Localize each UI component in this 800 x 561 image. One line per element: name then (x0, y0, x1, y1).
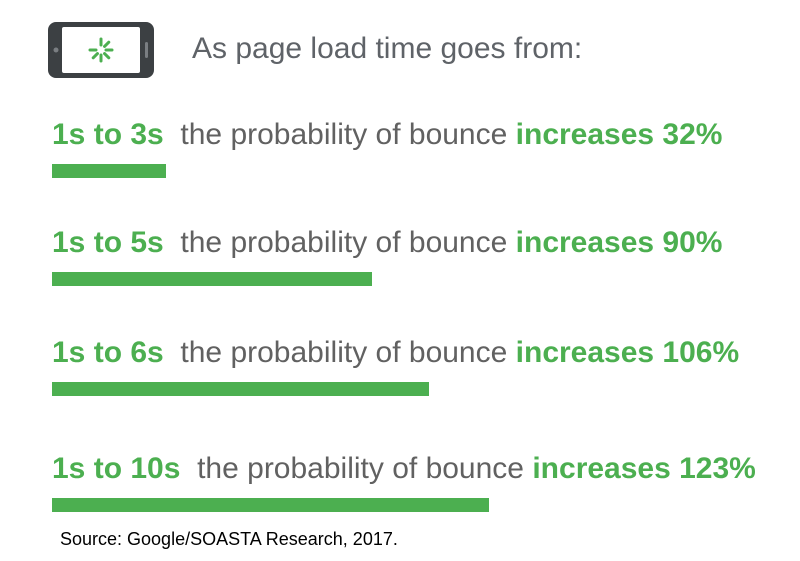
source-note: Source: Google/SOASTA Research, 2017. (60, 529, 398, 549)
increase-label: increases 90% (515, 226, 723, 259)
phone-loading-icon (48, 22, 154, 78)
increase-label: increases 32% (515, 118, 723, 151)
bar-label: 1s to 10s the probability of bounce incr… (52, 452, 756, 486)
spinner-ray (103, 40, 111, 48)
spinner-ray (91, 52, 99, 60)
bar (52, 164, 166, 178)
bar-row: 1s to 10s the probability of bounce incr… (52, 452, 792, 522)
bounce-label: the probability of bounce (197, 452, 524, 485)
bar-label: 1s to 3s the probability of bounce incre… (52, 118, 722, 152)
bar-row: 1s to 5s the probability of bounce incre… (52, 226, 792, 296)
bounce-label: the probability of bounce (180, 226, 508, 259)
spinner-ray (103, 52, 111, 60)
bar (52, 498, 489, 512)
bar-row: 1s to 3s the probability of bounce incre… (52, 118, 792, 188)
header-title: As page load time goes from: (192, 32, 583, 65)
bar (52, 382, 429, 396)
increase-label: increases 106% (515, 336, 740, 369)
range-label: 1s to 5s (52, 226, 164, 259)
range-label: 1s to 3s (52, 118, 164, 151)
bar-row: 1s to 6s the probability of bounce incre… (52, 336, 792, 406)
range-label: 1s to 10s (52, 452, 181, 485)
bar-label: 1s to 6s the probability of bounce incre… (52, 336, 739, 370)
bounce-label: the probability of bounce (180, 118, 508, 151)
bar (52, 272, 372, 286)
range-label: 1s to 6s (52, 336, 164, 369)
header: As page load time goes from: (48, 22, 748, 78)
bounce-label: the probability of bounce (180, 336, 508, 369)
bar-label: 1s to 5s the probability of bounce incre… (52, 226, 722, 260)
spinner-icon (88, 37, 114, 63)
increase-label: increases 123% (532, 452, 756, 485)
